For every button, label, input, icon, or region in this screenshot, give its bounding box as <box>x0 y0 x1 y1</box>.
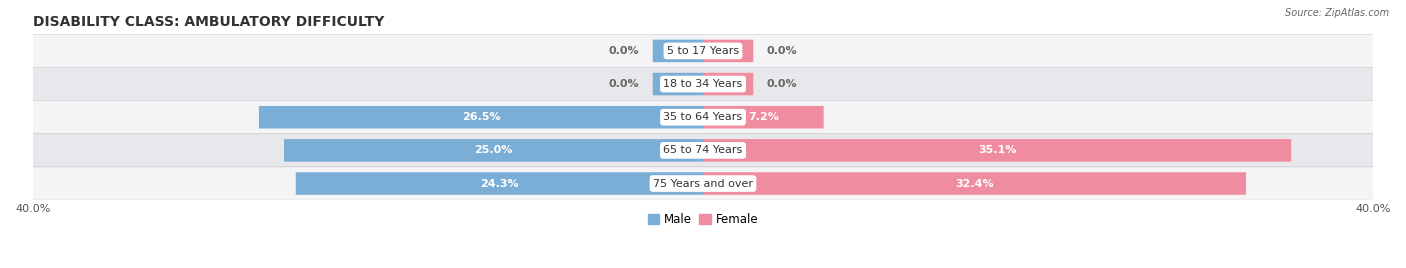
FancyBboxPatch shape <box>652 40 703 62</box>
Text: 35 to 64 Years: 35 to 64 Years <box>664 112 742 122</box>
Text: 7.2%: 7.2% <box>748 112 779 122</box>
Text: 0.0%: 0.0% <box>609 79 640 89</box>
Text: DISABILITY CLASS: AMBULATORY DIFFICULTY: DISABILITY CLASS: AMBULATORY DIFFICULTY <box>32 15 384 29</box>
Text: 35.1%: 35.1% <box>979 145 1017 155</box>
Text: Source: ZipAtlas.com: Source: ZipAtlas.com <box>1285 8 1389 18</box>
Text: 24.3%: 24.3% <box>479 178 519 188</box>
FancyBboxPatch shape <box>703 40 754 62</box>
FancyBboxPatch shape <box>703 139 1291 162</box>
FancyBboxPatch shape <box>284 139 703 162</box>
Legend: Male, Female: Male, Female <box>643 208 763 231</box>
Text: 32.4%: 32.4% <box>955 178 994 188</box>
Text: 25.0%: 25.0% <box>474 145 513 155</box>
Text: 18 to 34 Years: 18 to 34 Years <box>664 79 742 89</box>
Text: 0.0%: 0.0% <box>766 79 797 89</box>
FancyBboxPatch shape <box>259 106 703 128</box>
FancyBboxPatch shape <box>295 172 703 195</box>
Text: 0.0%: 0.0% <box>609 46 640 56</box>
Text: 65 to 74 Years: 65 to 74 Years <box>664 145 742 155</box>
FancyBboxPatch shape <box>703 172 1246 195</box>
FancyBboxPatch shape <box>32 167 1374 200</box>
Text: 5 to 17 Years: 5 to 17 Years <box>666 46 740 56</box>
FancyBboxPatch shape <box>32 134 1374 167</box>
FancyBboxPatch shape <box>703 73 754 95</box>
FancyBboxPatch shape <box>32 101 1374 134</box>
FancyBboxPatch shape <box>32 34 1374 68</box>
Text: 0.0%: 0.0% <box>766 46 797 56</box>
FancyBboxPatch shape <box>32 68 1374 101</box>
FancyBboxPatch shape <box>652 73 703 95</box>
Text: 75 Years and over: 75 Years and over <box>652 178 754 188</box>
Text: 26.5%: 26.5% <box>461 112 501 122</box>
FancyBboxPatch shape <box>703 106 824 128</box>
